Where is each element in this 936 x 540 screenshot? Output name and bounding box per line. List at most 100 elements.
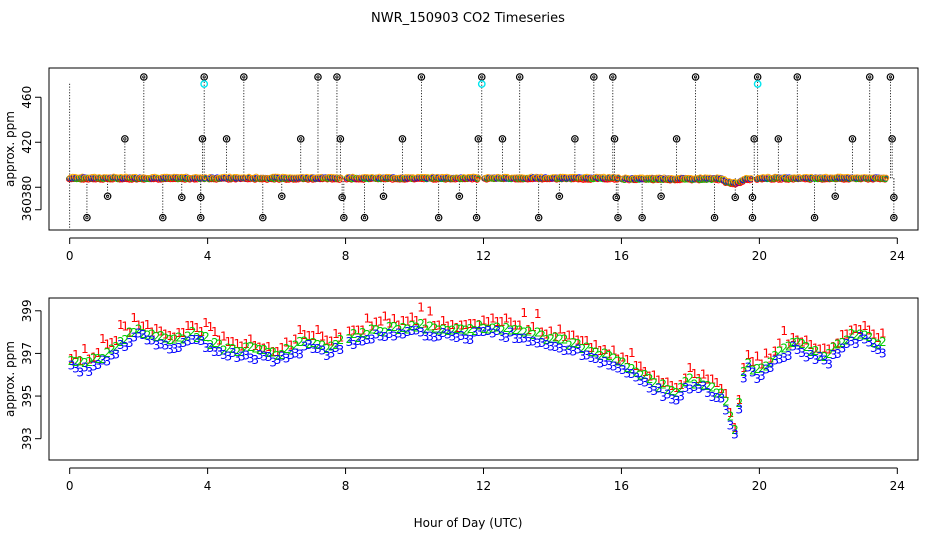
bottom-series-2-point: 2 xyxy=(207,338,215,352)
bottom-series-1-point: 1 xyxy=(543,327,551,341)
top-flag-marker-inner xyxy=(224,137,229,141)
bottom-series-1-point: 1 xyxy=(507,316,515,330)
bottom-series-1-point: 1 xyxy=(220,329,228,343)
bottom-series-2-point: 2 xyxy=(328,339,336,353)
bottom-series-1-point: 1 xyxy=(408,311,416,325)
bottom-series-3-point: 3 xyxy=(471,326,479,340)
bottom-plot-frame xyxy=(48,297,919,461)
bottom-series-3-point: 3 xyxy=(839,342,847,356)
bottom-series-3-point: 3 xyxy=(417,325,425,339)
bottom-series-2-point: 2 xyxy=(404,322,412,336)
bottom-series-2-point: 2 xyxy=(848,327,856,341)
bottom-series-3-point: 3 xyxy=(852,337,860,351)
bottom-series-3-point: 3 xyxy=(776,353,784,367)
bottom-series-1-point: 1 xyxy=(467,317,475,331)
bottom-series-2-point: 2 xyxy=(650,376,658,390)
bottom-series-2-point: 2 xyxy=(816,349,824,363)
bottom-series-1-point: 1 xyxy=(368,320,376,334)
bottom-series-3-point: 3 xyxy=(583,348,591,362)
bottom-series-3-point: 3 xyxy=(94,358,102,372)
top-flag-marker-inner xyxy=(362,216,367,220)
top-flag-marker xyxy=(750,135,759,143)
bottom-series-2-point: 2 xyxy=(821,350,829,364)
bottom-series-2-point: 2 xyxy=(386,320,394,334)
bottom-series-2-point: 2 xyxy=(372,323,380,337)
bottom-series-1-point: 1 xyxy=(561,330,569,344)
bottom-series-3-point: 3 xyxy=(162,338,170,352)
bottom-series-2-point: 2 xyxy=(355,331,363,345)
bottom-series-2-point: 2 xyxy=(552,330,560,344)
bottom-series-3-point: 3 xyxy=(834,347,842,361)
top-y-axis-label: approx. ppm xyxy=(3,111,17,187)
bottom-series-1-point: 1 xyxy=(148,325,156,339)
bottom-series-1-point: 1 xyxy=(502,312,510,326)
bottom-series-1-point: 1 xyxy=(440,314,448,328)
top-flag-marker-inner xyxy=(338,137,342,141)
bottom-series-2-point: 2 xyxy=(493,320,501,334)
bottom-series-1-point: 1 xyxy=(758,358,766,372)
bottom-series-2-point: 2 xyxy=(637,369,645,383)
bottom-series-1-point: 1 xyxy=(745,348,753,362)
top-flag-marker xyxy=(571,135,579,143)
bottom-series-1-point: 1 xyxy=(260,341,268,355)
bottom-series-3-point: 3 xyxy=(251,353,259,367)
bottom-series-3-point: 3 xyxy=(641,375,649,389)
bottom-series-2-point: 2 xyxy=(588,345,596,359)
bottom-series-3-point: 3 xyxy=(444,327,452,341)
bottom-series-1-point: 1 xyxy=(103,338,111,352)
top-flag-marker xyxy=(555,192,564,201)
top-flag-marker-inner xyxy=(200,137,205,141)
bottom-series-2-point: 2 xyxy=(229,342,237,356)
bottom-series-3-point: 3 xyxy=(319,343,327,357)
bottom-series-3-point: 3 xyxy=(207,341,215,355)
top-flag-marker xyxy=(338,193,346,202)
bottom-series-2-point: 2 xyxy=(839,336,847,350)
top-flag-marker xyxy=(590,73,598,81)
bottom-series-3-point: 3 xyxy=(736,403,744,417)
bottom-series-2-point: 2 xyxy=(139,327,147,341)
bottom-series-1-point: 1 xyxy=(202,316,210,330)
bottom-series-1-point: 1 xyxy=(736,393,744,407)
bottom-series-2-point: 2 xyxy=(193,331,201,345)
bottom-series-2-point: 2 xyxy=(866,330,874,344)
bottom-series-2-point: 2 xyxy=(628,362,636,376)
bottom-series-2-point: 2 xyxy=(498,323,506,337)
bottom-series-3-point: 3 xyxy=(139,328,147,342)
bottom-series-3-point: 3 xyxy=(758,369,766,383)
bottom-series-3-point: 3 xyxy=(377,330,385,344)
top-flag-marker-inner xyxy=(756,75,760,79)
top-flag-marker-inner xyxy=(733,195,737,199)
bottom-series-2-point: 2 xyxy=(449,324,457,338)
bottom-series-1-point: 1 xyxy=(857,323,865,337)
bottom-series-1-point: 1 xyxy=(875,331,883,345)
bottom-series-3-point: 3 xyxy=(601,355,609,369)
bottom-series-1-point: 1 xyxy=(592,338,600,352)
top-baseline-point xyxy=(747,175,755,182)
bottom-series-3-point: 3 xyxy=(511,332,519,346)
bottom-series-1-point: 1 xyxy=(278,341,286,355)
top-flag-marker xyxy=(360,213,369,222)
bottom-series-2-point: 2 xyxy=(467,322,475,336)
bottom-series-1-point: 1 xyxy=(395,318,403,332)
top-flag-marker-inner xyxy=(890,137,894,141)
bottom-series-2-point: 2 xyxy=(561,332,569,346)
bottom-series-1-point: 1 xyxy=(821,341,829,355)
bottom-series-2-point: 2 xyxy=(762,359,770,373)
bottom-series-2-point: 2 xyxy=(130,326,138,340)
bottom-series-1-point: 1 xyxy=(171,331,179,345)
bottom-series-3-point: 3 xyxy=(359,334,367,348)
bottom-series-2-point: 2 xyxy=(337,333,345,347)
bottom-series-2-point: 2 xyxy=(516,324,524,338)
bottom-series-3-point: 3 xyxy=(538,336,546,350)
bottom-series-1-point: 1 xyxy=(90,351,98,365)
bottom-series-1-point: 1 xyxy=(588,341,596,355)
bottom-series-3-point: 3 xyxy=(256,348,264,362)
top-flag-marker xyxy=(710,213,719,222)
top-flag-marker xyxy=(731,193,740,202)
bottom-series-3-point: 3 xyxy=(99,354,107,368)
bottom-series-2-point: 2 xyxy=(686,372,694,386)
bottom-series-2-point: 2 xyxy=(852,329,860,343)
bottom-series-3-point: 3 xyxy=(247,351,255,365)
bottom-series-1-point: 1 xyxy=(709,372,717,386)
bottom-series-2-point: 2 xyxy=(287,344,295,358)
